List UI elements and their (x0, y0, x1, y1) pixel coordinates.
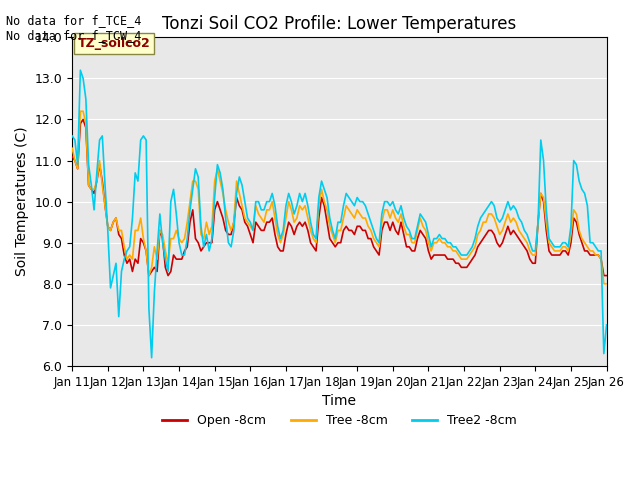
X-axis label: Time: Time (323, 394, 356, 408)
Legend: Open -8cm, Tree -8cm, Tree2 -8cm: Open -8cm, Tree -8cm, Tree2 -8cm (157, 409, 522, 432)
Title: Tonzi Soil CO2 Profile: Lower Temperatures: Tonzi Soil CO2 Profile: Lower Temperatur… (162, 15, 516, 33)
Text: No data for f_TCE_4
No data for f_TCW_4: No data for f_TCE_4 No data for f_TCW_4 (6, 14, 142, 42)
Y-axis label: Soil Temperatures (C): Soil Temperatures (C) (15, 127, 29, 276)
Text: TZ_soilco2: TZ_soilco2 (77, 37, 150, 50)
